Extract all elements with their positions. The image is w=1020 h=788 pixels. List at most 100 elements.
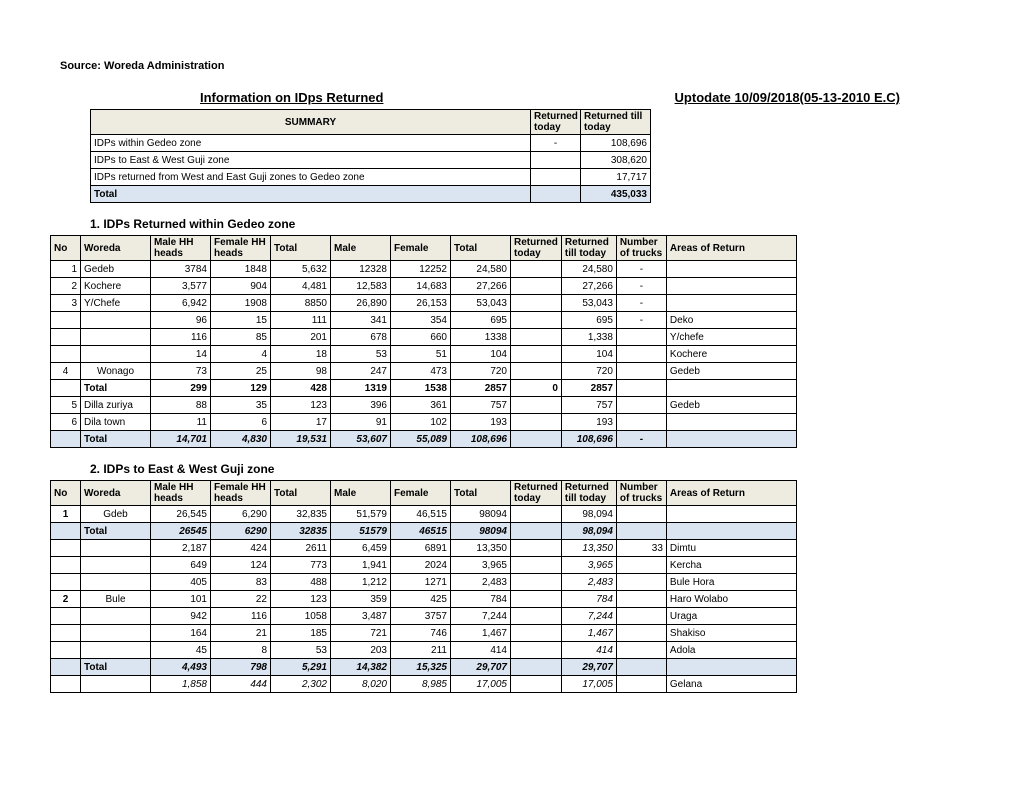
cell-tr (616, 574, 666, 591)
cell-tr (616, 346, 666, 363)
cell-t2: 53,043 (451, 295, 511, 312)
cell-tr (616, 676, 666, 693)
cell-m: 678 (331, 329, 391, 346)
cell-rl: 3,965 (561, 557, 616, 574)
cell-ar: Deko (666, 312, 796, 329)
cell-rl: 27,266 (561, 278, 616, 295)
hdr-total2: Total (451, 481, 511, 506)
cell-ar (666, 414, 796, 431)
cell-no (51, 642, 81, 659)
hdr-rettoday: Returned today (511, 481, 562, 506)
cell-rt (511, 397, 562, 414)
cell-woreda (81, 312, 151, 329)
total-fh: 6290 (211, 523, 271, 540)
cell-ar: Adola (666, 642, 796, 659)
cell-f: 26,153 (391, 295, 451, 312)
cell-t1: 53 (271, 642, 331, 659)
total-rl: 108,696 (561, 431, 616, 448)
cell-m: 51,579 (331, 506, 391, 523)
cell-rt (511, 329, 562, 346)
cell-mh: 942 (151, 608, 211, 625)
cell-ar (666, 278, 796, 295)
cell-ar: Gelana (666, 676, 796, 693)
cell-no (51, 574, 81, 591)
total-blank (51, 523, 81, 540)
total-rl: 98,094 (561, 523, 616, 540)
cell-t1: 2,302 (271, 676, 331, 693)
cell-mh: 405 (151, 574, 211, 591)
cell-fh: 116 (211, 608, 271, 625)
total-fh: 129 (211, 380, 271, 397)
cell-rl: 695 (561, 312, 616, 329)
cell-tr (616, 608, 666, 625)
cell-woreda (81, 346, 151, 363)
hdr-woreda: Woreda (81, 236, 151, 261)
cell-tr: - (616, 278, 666, 295)
cell-tr (616, 642, 666, 659)
cell-f: 14,683 (391, 278, 451, 295)
cell-tr (616, 557, 666, 574)
cell-ar: Gedeb (666, 397, 796, 414)
summary-row-today (531, 169, 581, 186)
title-row: Information on IDps Returned Uptodate 10… (200, 90, 900, 105)
total-rt (511, 659, 562, 676)
summary-table: SUMMARY Returned today Returned till tod… (90, 109, 651, 203)
cell-f: 1271 (391, 574, 451, 591)
cell-t1: 4,481 (271, 278, 331, 295)
cell-mh: 2,187 (151, 540, 211, 557)
col-returned-till: Returned till today (581, 110, 651, 135)
total-ar (666, 659, 796, 676)
cell-woreda: Wonago (81, 363, 151, 380)
cell-rt (511, 363, 562, 380)
cell-fh: 83 (211, 574, 271, 591)
cell-rt (511, 506, 562, 523)
cell-m: 341 (331, 312, 391, 329)
cell-tr (616, 363, 666, 380)
cell-t2: 1338 (451, 329, 511, 346)
total-label: Total (81, 659, 151, 676)
cell-tr: - (616, 261, 666, 278)
cell-m: 247 (331, 363, 391, 380)
cell-ar: Kochere (666, 346, 796, 363)
hdr-rettoday: Returned today (511, 236, 562, 261)
cell-woreda (81, 608, 151, 625)
cell-f: 473 (391, 363, 451, 380)
cell-tr (616, 397, 666, 414)
hdr-total1: Total (271, 481, 331, 506)
cell-m: 12,583 (331, 278, 391, 295)
cell-rl: 53,043 (561, 295, 616, 312)
total-label: Total (81, 523, 151, 540)
cell-fh: 904 (211, 278, 271, 295)
cell-t1: 185 (271, 625, 331, 642)
cell-t2: 17,005 (451, 676, 511, 693)
table-section1: No Woreda Male HH heads Female HH heads … (50, 235, 797, 448)
cell-no (51, 608, 81, 625)
summary-row-label: IDPs to East & West Guji zone (91, 152, 531, 169)
total-t1: 5,291 (271, 659, 331, 676)
cell-rl: 193 (561, 414, 616, 431)
total-label: Total (81, 380, 151, 397)
total-rl: 29,707 (561, 659, 616, 676)
cell-woreda: Dilla zuriya (81, 397, 151, 414)
cell-mh: 116 (151, 329, 211, 346)
total-f: 15,325 (391, 659, 451, 676)
summary-row-label: IDPs within Gedeo zone (91, 135, 531, 152)
cell-t1: 1058 (271, 608, 331, 625)
total-rt (511, 431, 562, 448)
cell-t2: 2,483 (451, 574, 511, 591)
cell-mh: 26,545 (151, 506, 211, 523)
hdr-trucks: Number of trucks (616, 481, 666, 506)
hdr-woreda: Woreda (81, 481, 151, 506)
hdr-malehh: Male HH heads (151, 236, 211, 261)
cell-rl: 784 (561, 591, 616, 608)
cell-no (51, 540, 81, 557)
cell-ar: Gedeb (666, 363, 796, 380)
cell-no: 5 (51, 397, 81, 414)
hdr-male: Male (331, 481, 391, 506)
cell-mh: 73 (151, 363, 211, 380)
cell-t1: 32,835 (271, 506, 331, 523)
hdr-rettill: Returned till today (561, 481, 616, 506)
total-label: Total (81, 431, 151, 448)
cell-ar (666, 506, 796, 523)
cell-t2: 13,350 (451, 540, 511, 557)
